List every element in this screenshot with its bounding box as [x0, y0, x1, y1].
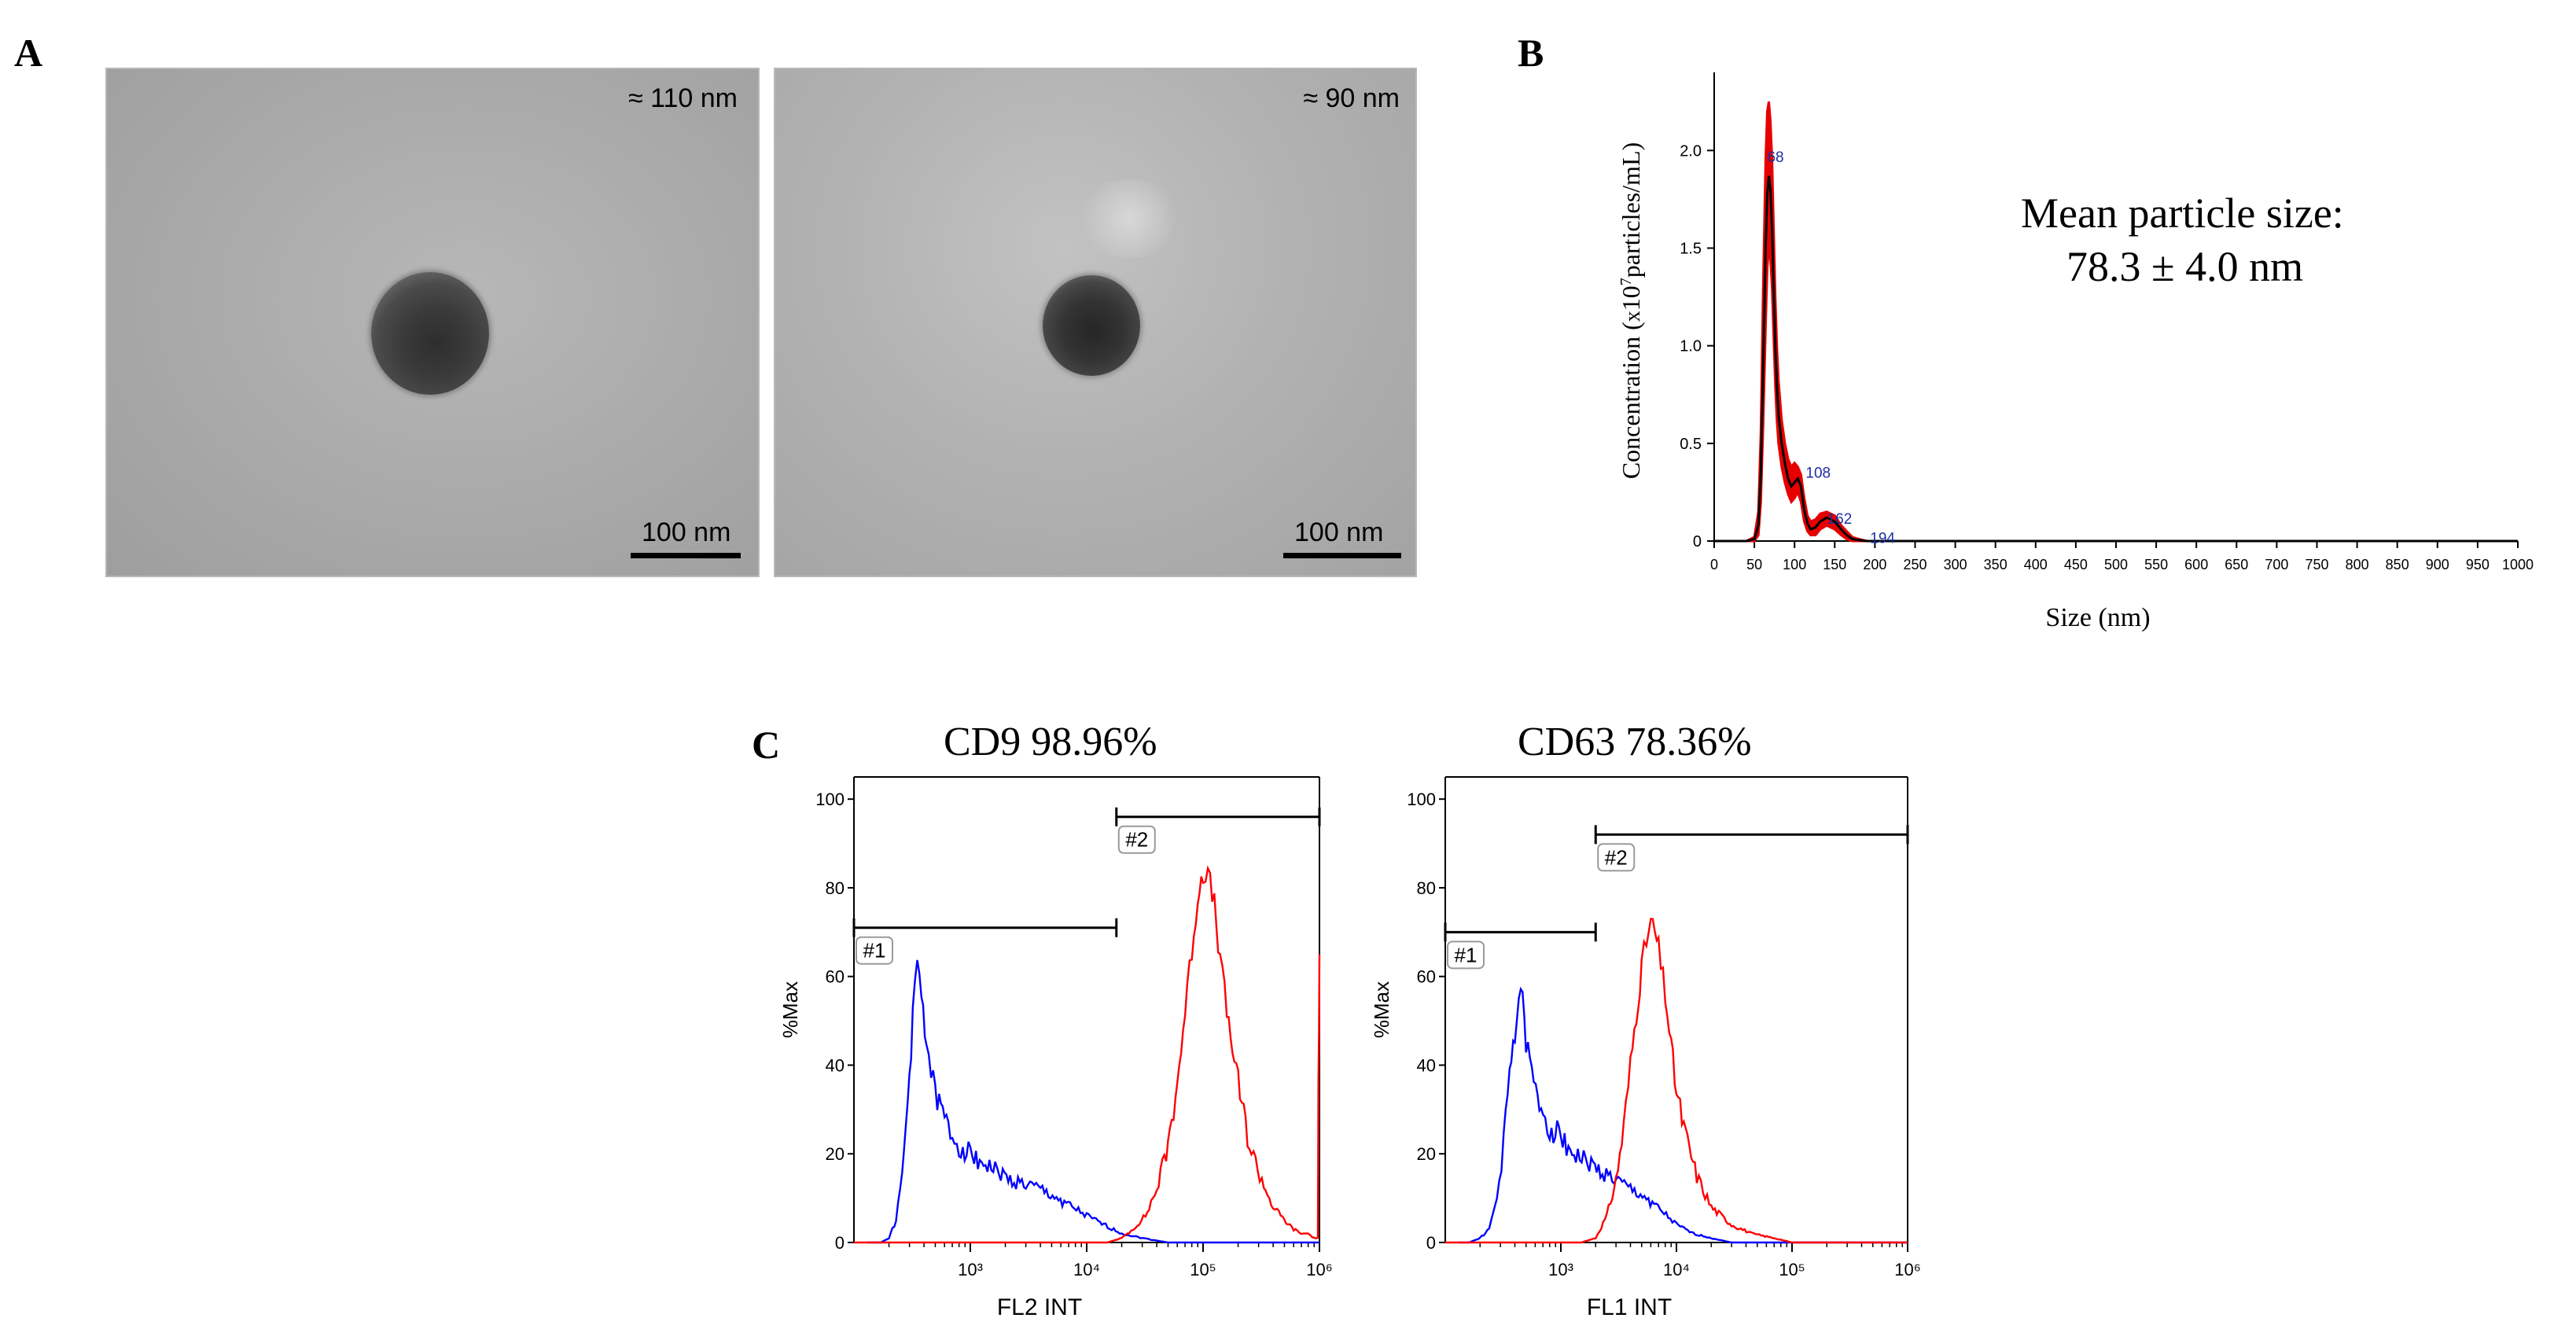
histogram-title: CD63 78.36%: [1518, 720, 1752, 764]
y-tick-label: 1.0: [1680, 338, 1702, 355]
size-label: ≈ 110 nm: [628, 83, 738, 113]
y-tick-label: 80: [1417, 878, 1436, 898]
background-haze: [1074, 179, 1184, 258]
y-tick-label: 20: [826, 1144, 845, 1164]
x-tick-label: 800: [2346, 557, 2369, 572]
x-tick-label: 550: [2144, 557, 2168, 572]
y-tick-label: 100: [815, 790, 845, 809]
nta-ylabel: Concentration (x107particles/mL): [1617, 142, 1645, 479]
y-axis-label: %Max: [1370, 981, 1393, 1038]
y-tick-label: 2.0: [1680, 142, 1702, 160]
x-tick-label: 10⁶: [1306, 1260, 1333, 1279]
panel-b-letter: B: [1518, 31, 1544, 75]
mean-line: [1714, 175, 2518, 543]
CD63-curve: [1445, 918, 1908, 1244]
gate-label-box: [1117, 825, 1156, 854]
gate-label-box: [856, 936, 893, 965]
y-axis-label: %Max: [778, 981, 802, 1038]
x-tick-label: 900: [2426, 557, 2449, 572]
y-tick-label: 0.5: [1680, 436, 1702, 453]
y-tick-label: 1.5: [1680, 241, 1702, 258]
x-tick-label: 10⁴: [1663, 1260, 1690, 1279]
x-tick-label: 1000: [2502, 557, 2534, 572]
size-label: ≈ 90 nm: [1303, 83, 1400, 113]
scale-bar-label: 100 nm: [642, 517, 731, 547]
gate-label: #2: [1125, 828, 1148, 852]
x-tick-label: 300: [1944, 557, 1967, 572]
x-axis-label: FL2 INT: [997, 1294, 1082, 1320]
x-tick-label: 650: [2225, 557, 2248, 572]
gate-label-box: [1447, 941, 1485, 970]
nta-xlabel: Size (nm): [2045, 603, 2150, 632]
x-tick-label: 850: [2386, 557, 2409, 572]
y-tick-label: 20: [1417, 1144, 1436, 1164]
gate-label: #1: [863, 939, 886, 963]
nta-plot: 68 108 162 194: [1714, 101, 2518, 547]
x-tick-label: 100: [1783, 557, 1806, 572]
cd63-plot: CD63 78.36% 0 20 40 60 80 100 10³ 10⁴ 10⁵ 10⁶ FL1 I…: [1370, 720, 1921, 1320]
x-tick-label: 10³: [1548, 1260, 1573, 1279]
x-tick-label: 10⁴: [1073, 1260, 1100, 1279]
panel-a-letter: A: [14, 31, 43, 75]
x-tick-label: 700: [2265, 557, 2288, 572]
x-axis-label: FL1 INT: [1587, 1294, 1672, 1320]
cd9-plot: CD9 98.96% 0 20 40 60 80 100 10³ 10⁴ 10⁵ 10⁶ FL2 IN…: [778, 720, 1333, 1320]
gate-label: #1: [1455, 943, 1478, 966]
scale-bar-label: 100 nm: [1294, 517, 1384, 547]
x-tick-label: 10⁵: [1779, 1260, 1805, 1279]
x-tick-label: 10³: [958, 1260, 983, 1279]
x-tick-label: 150: [1823, 557, 1846, 572]
x-tick-label: 350: [1984, 557, 2007, 572]
y-tick-label: 0: [1426, 1233, 1436, 1253]
isotype-curve: [867, 959, 1319, 1244]
x-tick-label: 750: [2305, 557, 2328, 572]
x-tick-label: 50: [1746, 557, 1762, 572]
isotype-curve: [1458, 986, 1908, 1244]
y-tick-label: 100: [1407, 790, 1436, 809]
peak-label: 162: [1827, 511, 1853, 528]
y-tick-label: 0: [835, 1233, 845, 1253]
peak-label: 194: [1870, 531, 1895, 547]
y-tick-label: 60: [1417, 967, 1436, 987]
scale-bar: [1283, 553, 1401, 558]
x-tick-label: 200: [1863, 557, 1886, 572]
histogram-title: CD9 98.96%: [944, 720, 1157, 764]
peak-label: 68: [1767, 149, 1783, 166]
gate-label: #2: [1605, 845, 1628, 869]
gate-label-box: [1597, 843, 1636, 872]
x-tick-label: 600: [2184, 557, 2208, 572]
tem-image-1: ≈ 110 nm 100 nm: [105, 68, 760, 577]
y-tick-label: 40: [826, 1055, 845, 1075]
x-tick-label: 10⁵: [1190, 1260, 1216, 1279]
x-tick-label: 450: [2064, 557, 2088, 572]
peak-label: 108: [1805, 466, 1831, 482]
vesicle: [1043, 275, 1140, 376]
x-tick-label: 250: [1903, 557, 1926, 572]
scale-bar: [631, 553, 741, 558]
x-tick-label: 950: [2466, 557, 2490, 572]
panel-c-letter: C: [752, 723, 781, 767]
vesicle: [371, 272, 489, 395]
y-tick-label: 40: [1417, 1055, 1436, 1075]
x-tick-label: 10⁶: [1894, 1260, 1921, 1279]
x-tick-label: 400: [2024, 557, 2048, 572]
x-tick-label: 0: [1710, 557, 1718, 572]
y-tick-label: 80: [826, 878, 845, 898]
CD9-curve: [854, 865, 1321, 1244]
error-band: [1714, 101, 2518, 543]
y-tick-label: 60: [826, 967, 845, 987]
tem-image-2: ≈ 90 nm 100 nm: [774, 68, 1417, 577]
y-tick-label: 0: [1693, 533, 1702, 550]
mean-size-line1: Mean particle size:: [2021, 190, 2344, 237]
mean-size-line2: 78.3 ± 4.0 nm: [2066, 243, 2304, 290]
x-tick-label: 500: [2104, 557, 2128, 572]
